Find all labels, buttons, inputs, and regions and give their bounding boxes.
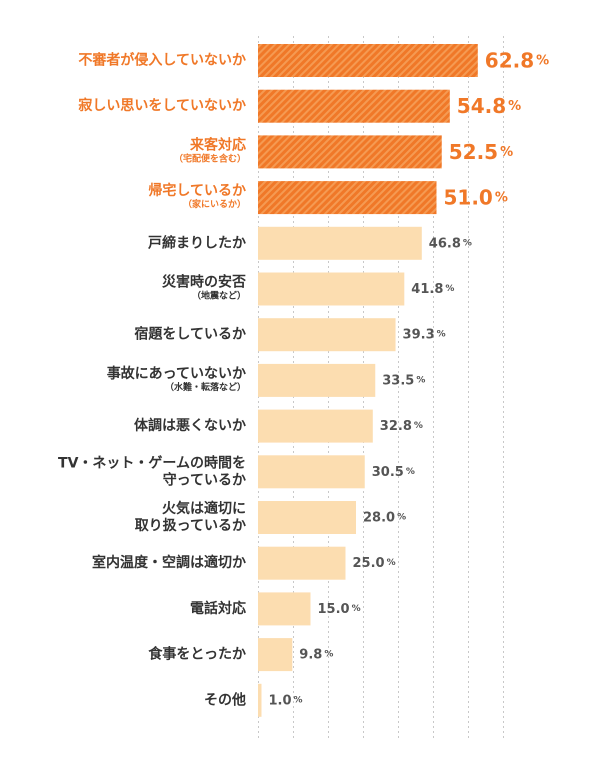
bar-13 [258,638,293,672]
bar-1 [258,89,450,123]
category-label-5: 災害時の安否 [162,274,246,291]
bar-10 [258,501,356,534]
value-label-9: 30.5% [372,464,415,479]
bar-11 [258,546,346,580]
bar-9 [258,455,365,489]
category-label-3: 帰宅しているか [148,182,246,199]
category-label-14: その他 [204,691,246,708]
bar-4 [258,226,422,260]
value-label-13: 9.8% [299,647,333,662]
value-label-1: 54.8% [457,94,521,118]
bar-5 [258,272,405,306]
value-label-14: 1.0% [269,693,303,708]
value-label-6: 39.3% [403,327,446,342]
value-label-8: 32.8% [380,419,423,434]
category-label-4: 戸締まりしたか [148,234,246,251]
category-sublabel-7: （水難・転落など） [165,381,246,393]
category-label-1: 寂しい思いをしていないか [78,97,246,114]
value-label-7: 33.5% [382,373,425,388]
category-label-9-line-0: TV・ネット・ゲームの時間を [58,454,246,471]
value-label-11: 25.0% [353,556,396,571]
value-label-5: 41.8% [411,282,454,297]
value-label-3: 51.0% [444,186,508,210]
bar-6 [258,318,396,352]
value-label-12: 15.0% [318,601,361,616]
bar-0 [258,44,478,77]
bar-7 [258,363,376,397]
category-label-8: 体調は悪くないか [134,417,246,434]
value-labels: 62.8 % 54.8 % 52.5 % 51.0 % 46.8 % 41.8 % 39.3 % 33.5%… [269,49,550,708]
category-label-13: 食事をとったか [148,646,246,663]
bar-2 [258,135,442,169]
category-label-10-line-1: 取り扱っているか [135,517,246,534]
category-sublabel-3: （家にいるか） [183,198,246,210]
category-label-12: 電話対応 [190,600,246,617]
category-label-7: 事故にあっていないか [107,365,246,382]
bar-14 [258,683,262,717]
category-label-9-line-1: 守っているか [163,471,246,488]
category-sublabel-2: （宅配便を含む） [174,152,246,164]
value-label-4: 46.8% [429,236,472,251]
bar-8 [258,409,373,443]
category-label-10-line-0: 火気は適切に [162,500,246,517]
category-label-2: 来客対応 [189,136,246,153]
category-label-0: 不審者が侵入していないか [78,52,246,69]
value-label-0: 62.8% [485,49,549,73]
category-label-11: 室内温度・空調は適切か [92,554,246,571]
category-label-6: 宿題をしているか [134,326,246,343]
bars [258,44,478,717]
value-label-2: 52.5% [449,140,513,164]
bar-12 [258,592,311,626]
value-label-10: 28.0% [363,510,406,525]
category-sublabel-5: （地震など） [192,290,246,302]
bar-3 [258,181,437,215]
